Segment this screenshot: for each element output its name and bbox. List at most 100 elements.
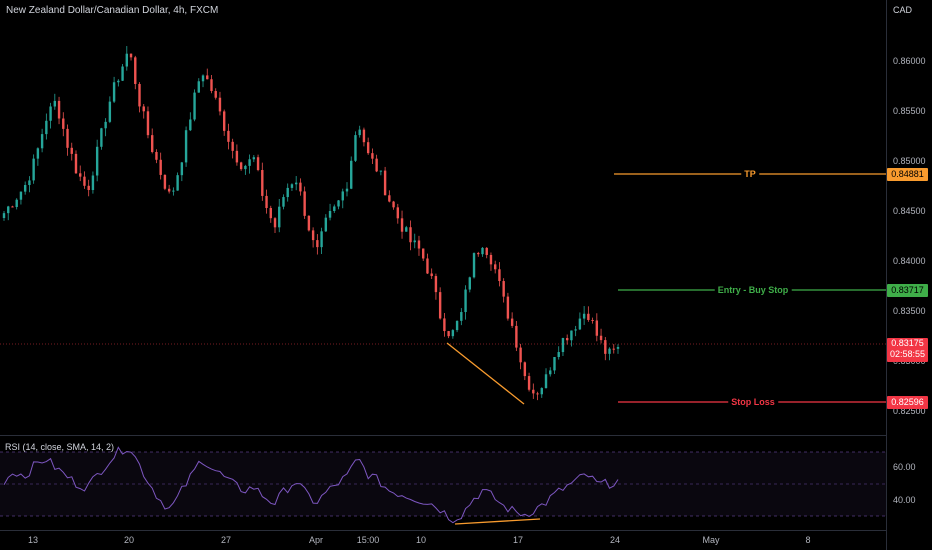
candle-body — [350, 160, 353, 189]
price-tick: 0.82500 — [893, 406, 926, 416]
candle-body — [218, 97, 222, 112]
candle-body — [248, 159, 251, 166]
time-tick: 8 — [805, 535, 811, 545]
candle-body — [388, 195, 391, 202]
candle-body — [570, 330, 573, 341]
candle-body — [443, 318, 446, 332]
candle-body — [265, 195, 268, 209]
candle-body — [578, 318, 582, 330]
candle-body — [151, 135, 154, 152]
candle-body — [214, 91, 217, 98]
candle-body — [138, 83, 141, 107]
current-price-value: 0.83175 — [891, 338, 924, 348]
candle-body — [100, 128, 103, 147]
candle-body — [53, 100, 57, 107]
candle-body — [455, 320, 459, 331]
candle-body — [536, 393, 539, 395]
candle-body — [15, 199, 18, 207]
candle-body — [311, 230, 315, 241]
time-tick: 15:00 — [356, 535, 380, 545]
candle-body — [337, 200, 340, 207]
candle-body — [235, 150, 239, 163]
time-tick: 24 — [609, 535, 621, 545]
candle-body — [36, 148, 40, 159]
candle-body — [62, 118, 65, 129]
rsi-line — [3, 446, 619, 524]
candle-body — [477, 253, 480, 255]
candle-body — [201, 75, 205, 82]
candle-body — [252, 157, 256, 160]
candle-body — [362, 129, 366, 143]
candle-body — [506, 296, 510, 319]
candle-body — [57, 100, 61, 119]
rsi-tick: 40.00 — [893, 495, 916, 505]
candle-body — [540, 388, 543, 395]
candle-body — [498, 269, 501, 282]
chart-title: New Zealand Dollar/Canadian Dollar, 4h, … — [6, 5, 219, 16]
currency-label: CAD — [893, 5, 913, 15]
candle-body — [608, 348, 611, 354]
rsi-divergence-line — [454, 518, 541, 525]
candle-body — [472, 253, 476, 278]
rsi-indicator-label[interactable]: RSI (14, close, SMA, 14, 2) — [5, 442, 115, 452]
candle-body — [333, 206, 336, 211]
candle-body — [612, 348, 615, 350]
candle-body — [468, 277, 471, 290]
candle-body — [527, 376, 531, 390]
candle-body — [49, 106, 52, 121]
candle-body — [510, 318, 514, 326]
candle-body — [142, 106, 145, 112]
candle-body — [95, 146, 99, 176]
candle-body — [269, 208, 272, 219]
candle-body — [87, 185, 90, 191]
time-tick: 17 — [512, 535, 524, 545]
price-tick: 0.84000 — [893, 256, 926, 266]
candle-series — [2, 46, 620, 401]
candle-body — [519, 347, 522, 363]
candle-body — [129, 53, 133, 58]
candle-body — [481, 247, 484, 255]
candle-body — [426, 258, 429, 274]
candle-body — [494, 264, 497, 270]
candle-body — [358, 129, 361, 136]
candle-body — [176, 175, 179, 191]
candle-body — [278, 206, 281, 228]
candle-body — [599, 335, 603, 341]
candle-body — [83, 176, 86, 186]
rsi-tick: 60.00 — [893, 462, 916, 472]
candle-body — [604, 340, 607, 354]
candle-body — [45, 120, 48, 135]
candle-body — [70, 147, 73, 154]
candle-body — [417, 240, 421, 249]
candle-body — [79, 173, 82, 177]
candle-body — [532, 389, 535, 394]
candle-body — [574, 329, 577, 331]
candle-body — [324, 217, 328, 232]
candle-body — [222, 111, 226, 131]
candle-body — [231, 141, 234, 151]
bar-countdown: 02:58:55 — [889, 349, 926, 359]
stop-loss-label[interactable]: Stop Loss — [728, 397, 778, 407]
candle-body — [19, 191, 23, 200]
tp-label[interactable]: TP — [741, 169, 759, 179]
candle-body — [587, 313, 590, 320]
candle-body — [134, 57, 137, 84]
candle-body — [303, 191, 306, 216]
entry-label[interactable]: Entry - Buy Stop — [714, 285, 792, 295]
tp-price-tag: 0.84881 — [887, 168, 928, 181]
candle-body — [565, 338, 569, 341]
candle-body — [413, 240, 416, 243]
candle-body — [341, 191, 344, 201]
candle-body — [591, 319, 594, 321]
candle-body — [523, 362, 527, 377]
candle-body — [104, 121, 107, 129]
time-tick: May — [702, 535, 720, 545]
candle-body — [616, 347, 620, 349]
candle-body — [307, 215, 311, 231]
candle-body — [464, 289, 467, 313]
candle-body — [273, 218, 277, 228]
candle-body — [396, 207, 400, 219]
candle-body — [66, 128, 69, 148]
candle-body — [117, 80, 120, 83]
